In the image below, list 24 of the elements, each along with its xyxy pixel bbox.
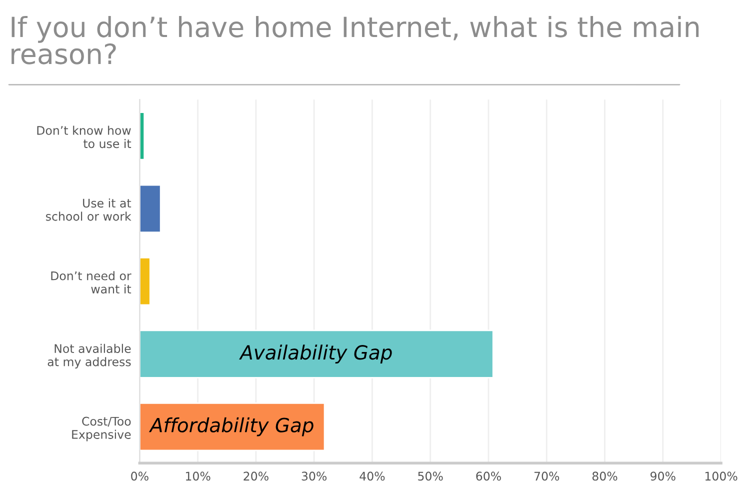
x-tick-label: 0% [131, 472, 148, 481]
x-tick-label: 30% [302, 472, 327, 481]
y-tick-label: Don’t know how to use it [37, 126, 132, 148]
x-tick-label: 60% [476, 472, 501, 481]
y-tick-label: Don’t need or want it [51, 271, 132, 294]
bar [140, 402, 326, 452]
annotation: Affordability Gap [148, 417, 314, 436]
x-tick-label: 100% [705, 472, 738, 481]
x-tick-label: 80% [592, 472, 618, 481]
x-tick-label: 90% [650, 472, 676, 481]
bar [140, 257, 151, 306]
x-tick-label: 70% [534, 472, 560, 481]
x-tick-label: 50% [418, 472, 443, 481]
x-tick-label: 10% [186, 472, 210, 481]
bar [140, 112, 146, 160]
chart-title: If you don’t have home Internet, what is the main reason? [12, 16, 699, 64]
bar [140, 330, 494, 378]
y-tick-label: Cost/Too Expensive [72, 416, 131, 442]
annotation: Availability Gap [239, 344, 392, 364]
y-tick-label: Not available at my address [48, 344, 131, 369]
x-tick-label: 40% [360, 472, 385, 481]
bar [140, 184, 162, 233]
x-tick-label: 20% [244, 472, 268, 481]
y-tick-label: Use it at school or work [46, 198, 132, 221]
